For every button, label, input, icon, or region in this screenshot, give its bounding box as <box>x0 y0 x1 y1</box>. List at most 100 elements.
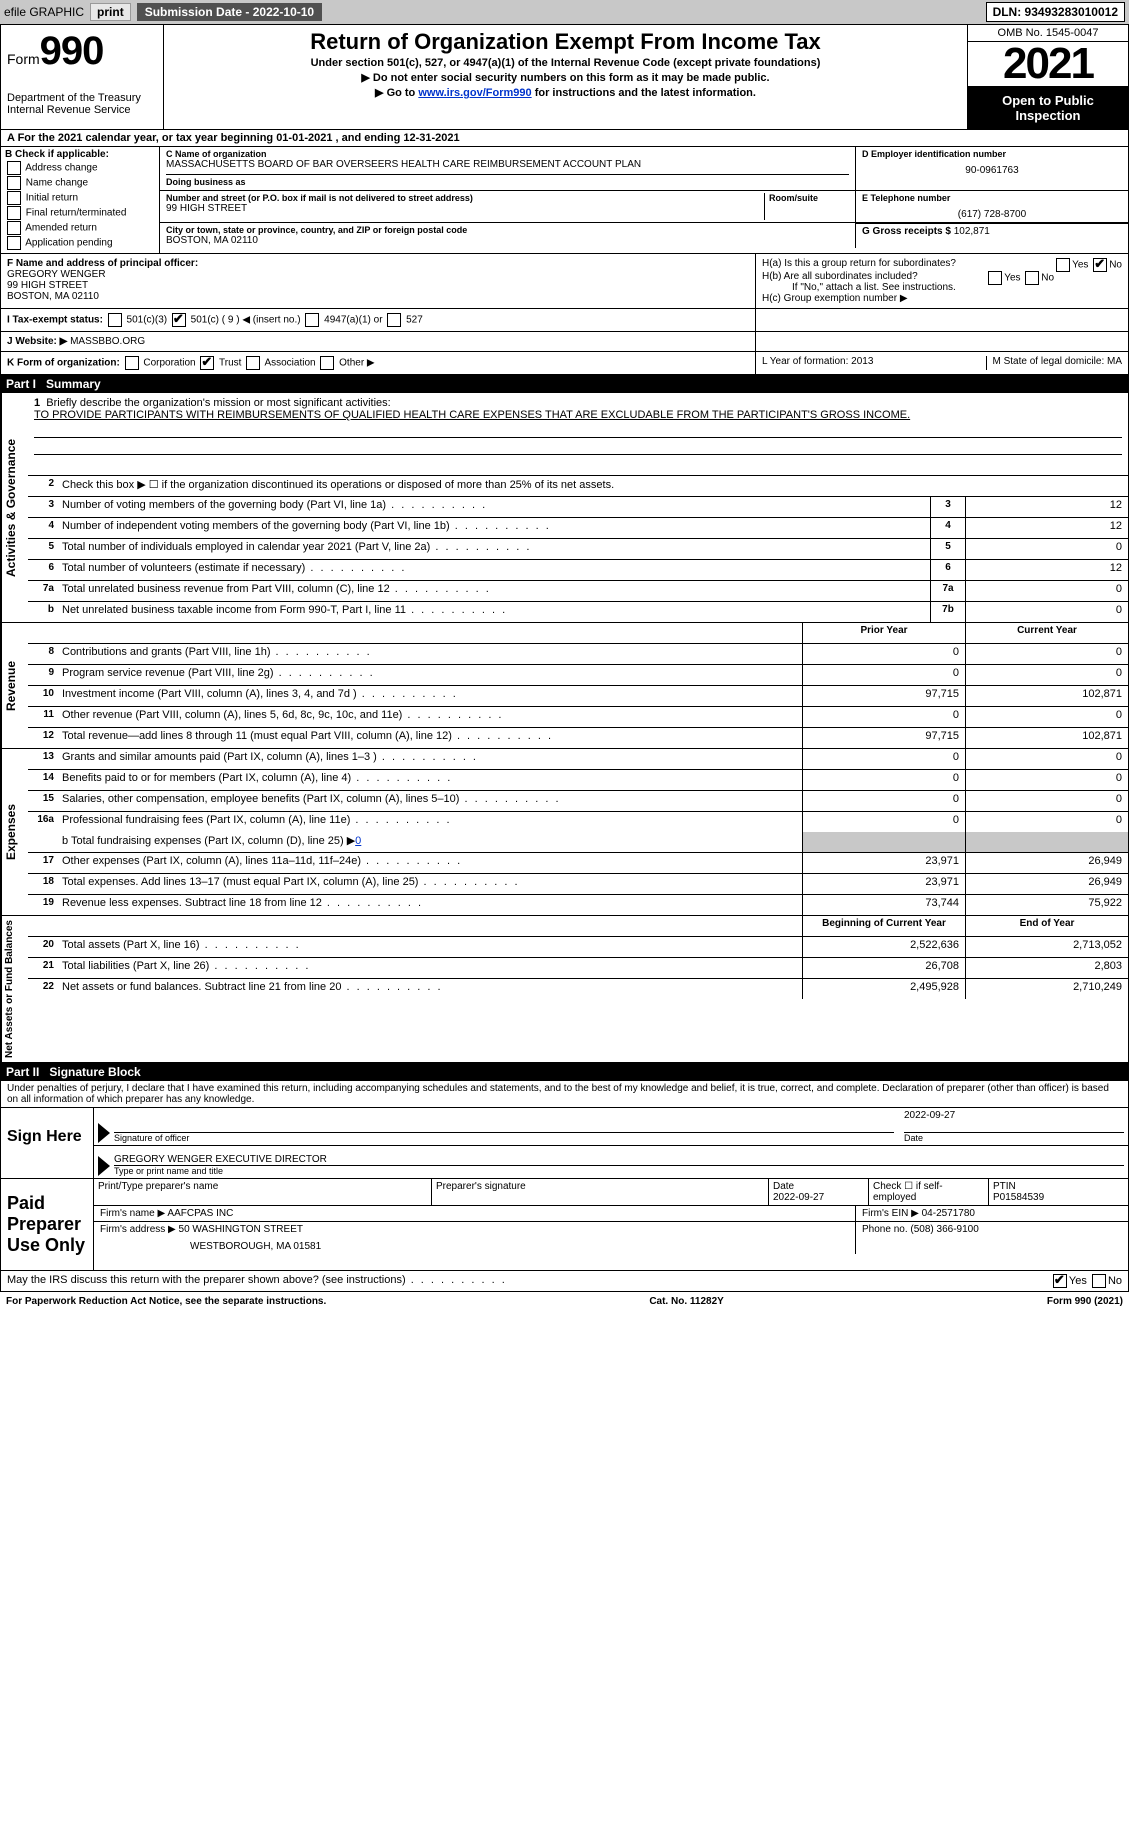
ptin-value: P01584539 <box>993 1192 1044 1203</box>
part1-header: Part I Summary <box>0 375 1129 393</box>
print-button[interactable]: print <box>90 3 131 21</box>
sig-officer-label: Signature of officer <box>114 1133 894 1143</box>
addr-label: Number and street (or P.O. box if mail i… <box>166 193 764 203</box>
summary-row: 6 Total number of volunteers (estimate i… <box>28 560 1128 581</box>
l2-text: Check this box ▶ ☐ if the organization d… <box>58 476 1128 496</box>
col-beginning-year: Beginning of Current Year <box>802 916 965 936</box>
sign-here-block: Sign Here Signature of officer 2022-09-2… <box>0 1108 1129 1179</box>
page-footer: For Paperwork Reduction Act Notice, see … <box>0 1292 1129 1311</box>
prep-date: 2022-09-27 <box>773 1192 824 1203</box>
summary-row: b Net unrelated business taxable income … <box>28 602 1128 622</box>
revenue-block: Revenue Prior Year Current Year 8 Contri… <box>0 623 1129 749</box>
chk-other[interactable] <box>320 356 334 370</box>
chk-assoc[interactable] <box>246 356 260 370</box>
officer-addr2: BOSTON, MA 02110 <box>7 291 749 302</box>
chk-address-change[interactable] <box>7 161 21 175</box>
summary-row: 15 Salaries, other compensation, employe… <box>28 791 1128 812</box>
city-value: BOSTON, MA 02110 <box>166 235 849 246</box>
g-receipts-label: G Gross receipts $ <box>862 226 951 237</box>
chk-final-return[interactable] <box>7 206 21 220</box>
summary-row: 9 Program service revenue (Part VIII, li… <box>28 665 1128 686</box>
summary-row: 3 Number of voting members of the govern… <box>28 497 1128 518</box>
form-subtitle: Under section 501(c), 527, or 4947(a)(1)… <box>170 57 961 69</box>
typed-name-label: Type or print name and title <box>114 1166 1124 1176</box>
summary-row: 14 Benefits paid to or for members (Part… <box>28 770 1128 791</box>
irs-link[interactable]: www.irs.gov/Form990 <box>418 87 531 99</box>
summary-row: 13 Grants and similar amounts paid (Part… <box>28 749 1128 770</box>
paid-preparer-label: Paid Preparer Use Only <box>1 1179 94 1270</box>
vlabel-ag: Activities & Governance <box>1 393 28 622</box>
chk-initial-return[interactable] <box>7 191 21 205</box>
l16b-text: b Total fundraising expenses (Part IX, c… <box>62 835 355 847</box>
efile-label: efile GRAPHIC <box>4 5 84 19</box>
footer-right: Form 990 (2021) <box>1047 1296 1123 1307</box>
hb-no[interactable] <box>1025 271 1039 285</box>
f-officer-label: F Name and address of principal officer: <box>7 258 749 269</box>
ha-no[interactable] <box>1093 258 1107 272</box>
firm-addr2: WESTBOROUGH, MA 01581 <box>190 1241 849 1252</box>
hc-label: H(c) Group exemption number ▶ <box>762 293 1122 304</box>
summary-row: 20 Total assets (Part X, line 16) 2,522,… <box>28 937 1128 958</box>
prep-name-label: Print/Type preparer's name <box>94 1179 431 1206</box>
calendar-year-text: A For the 2021 calendar year, or tax yea… <box>1 130 1128 146</box>
c-name-label: C Name of organization <box>166 149 849 159</box>
discuss-yes[interactable] <box>1053 1274 1067 1288</box>
summary-row: 17 Other expenses (Part IX, column (A), … <box>28 853 1128 874</box>
phone-value: (617) 728-8700 <box>862 209 1122 220</box>
discuss-no[interactable] <box>1092 1274 1106 1288</box>
dept-treasury: Department of the Treasury <box>7 92 157 104</box>
firm-addr1: 50 WASHINGTON STREET <box>179 1224 303 1235</box>
penalty-text: Under penalties of perjury, I declare th… <box>0 1081 1129 1108</box>
ein-value: 90-0961763 <box>862 165 1122 176</box>
chk-amended[interactable] <box>7 221 21 235</box>
vlabel-revenue: Revenue <box>1 623 28 748</box>
chk-4947[interactable] <box>305 313 319 327</box>
form-note-link: ▶ Go to www.irs.gov/Form990 for instruct… <box>170 86 961 99</box>
submission-date: Submission Date - 2022-10-10 <box>137 3 322 21</box>
officer-typed-name: GREGORY WENGER EXECUTIVE DIRECTOR <box>114 1154 1124 1166</box>
city-label: City or town, state or province, country… <box>166 225 849 235</box>
col-end-year: End of Year <box>965 916 1128 936</box>
footer-mid: Cat. No. 11282Y <box>649 1296 723 1307</box>
summary-row: 11 Other revenue (Part VIII, column (A),… <box>28 707 1128 728</box>
section-a-row: A For the 2021 calendar year, or tax yea… <box>0 130 1129 375</box>
activities-governance-block: Activities & Governance 1 Briefly descri… <box>0 393 1129 623</box>
hb-note: If "No," attach a list. See instructions… <box>792 282 1122 293</box>
open-public-inspection: Open to Public Inspection <box>968 87 1128 129</box>
form-title: Return of Organization Exempt From Incom… <box>170 29 961 55</box>
l16b-value: 0 <box>355 835 361 847</box>
discuss-row: May the IRS discuss this return with the… <box>0 1271 1129 1292</box>
sig-date-label: Date <box>904 1133 1124 1143</box>
m-state-domicile: M State of legal domicile: MA <box>986 356 1123 370</box>
k-label: K Form of organization: <box>7 358 120 369</box>
col-prior-year: Prior Year <box>802 623 965 643</box>
e-phone-label: E Telephone number <box>862 193 1122 203</box>
hb-yes[interactable] <box>988 271 1002 285</box>
prep-sig-label: Preparer's signature <box>431 1179 768 1206</box>
chk-trust[interactable] <box>200 356 214 370</box>
summary-row: 22 Net assets or fund balances. Subtract… <box>28 979 1128 999</box>
dln-label: DLN: 93493283010012 <box>986 2 1125 22</box>
ha-yes[interactable] <box>1056 258 1070 272</box>
section-b: B Check if applicable: Address change Na… <box>1 147 160 253</box>
officer-addr1: 99 HIGH STREET <box>7 280 749 291</box>
officer-name: GREGORY WENGER <box>7 269 749 280</box>
part2-header: Part II Signature Block <box>0 1063 1129 1081</box>
vlabel-expenses: Expenses <box>1 749 28 915</box>
footer-left: For Paperwork Reduction Act Notice, see … <box>6 1296 326 1307</box>
summary-row: 4 Number of independent voting members o… <box>28 518 1128 539</box>
vlabel-net-assets: Net Assets or Fund Balances <box>1 916 28 1062</box>
summary-row: 5 Total number of individuals employed i… <box>28 539 1128 560</box>
chk-corp[interactable] <box>125 356 139 370</box>
form-header: Form990 Department of the Treasury Inter… <box>0 24 1129 130</box>
sig-arrow-icon <box>98 1123 110 1143</box>
dba-label: Doing business as <box>166 177 246 187</box>
chk-app-pending[interactable] <box>7 236 21 250</box>
chk-name-change[interactable] <box>7 176 21 190</box>
chk-527[interactable] <box>387 313 401 327</box>
chk-501c[interactable] <box>172 313 186 327</box>
street-address: 99 HIGH STREET <box>166 203 764 214</box>
mission-text: TO PROVIDE PARTICIPANTS WITH REIMBURSEME… <box>34 409 1122 421</box>
chk-501c3[interactable] <box>108 313 122 327</box>
summary-row: 21 Total liabilities (Part X, line 26) 2… <box>28 958 1128 979</box>
